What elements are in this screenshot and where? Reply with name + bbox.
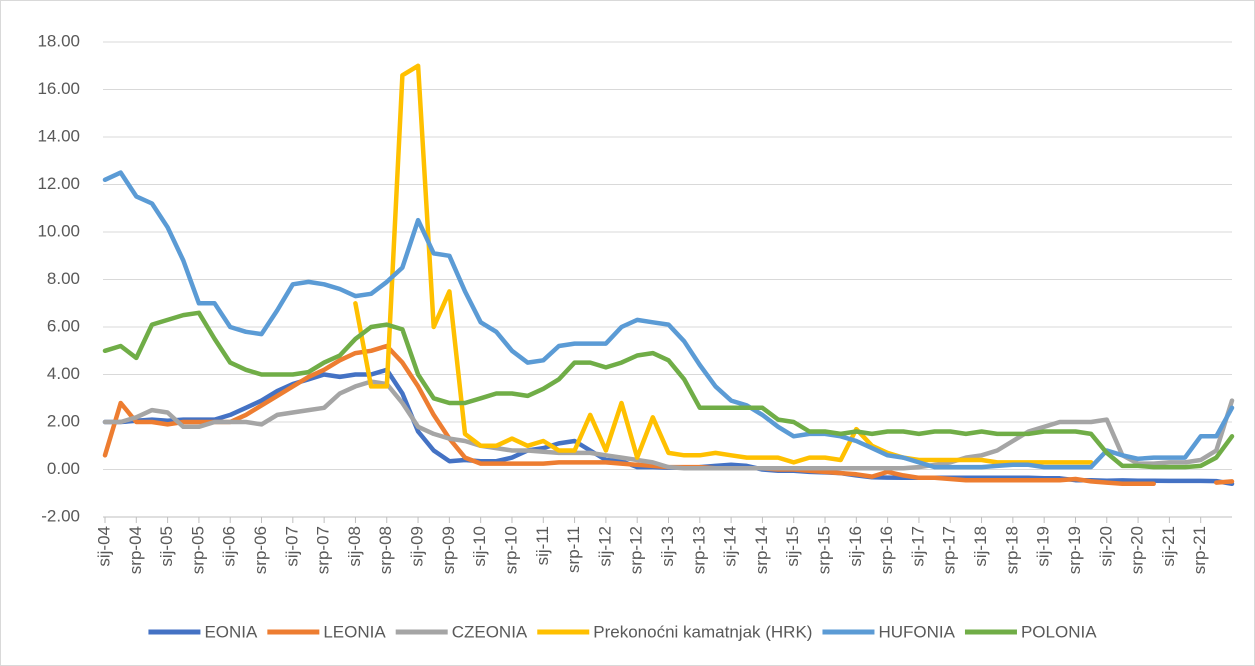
x-tick-label: srp-11 — [564, 526, 583, 573]
x-tick-label: srp-15 — [815, 526, 834, 574]
x-tick-label: srp-04 — [126, 526, 145, 574]
x-tick-label: srp-19 — [1065, 526, 1084, 574]
y-tick-label: 0.00 — [47, 459, 80, 478]
legend-label: EONIA — [204, 622, 258, 641]
x-tick-label: srp-13 — [689, 526, 708, 574]
x-tick-label: sij-13 — [658, 526, 677, 567]
x-tick-label: srp-16 — [877, 526, 896, 574]
x-tick-label: srp-08 — [376, 526, 395, 574]
x-tick-label: sij-16 — [846, 526, 865, 567]
x-tick-label: sij-14 — [721, 526, 740, 567]
x-tick-label: srp-17 — [940, 526, 959, 574]
series-line — [102, 310, 1235, 470]
x-tick-label: srp-10 — [501, 526, 520, 574]
x-tick-label: sij-19 — [1034, 526, 1053, 567]
legend-label: POLONIA — [1021, 622, 1097, 641]
x-tick-label: srp-20 — [1128, 526, 1147, 574]
x-tick-label: srp-06 — [251, 526, 270, 574]
x-tick-label: sij-18 — [971, 526, 990, 567]
x-tick-label: srp-05 — [188, 526, 207, 574]
y-tick-label: 18.00 — [37, 31, 80, 50]
x-tick-label: sij-10 — [470, 526, 489, 567]
legend-label: LEONIA — [323, 622, 386, 641]
x-tick-label: sij-12 — [595, 526, 614, 567]
x-tick-label: sij-06 — [220, 526, 239, 567]
y-tick-label: 6.00 — [47, 316, 80, 335]
x-tick-label: srp-09 — [439, 526, 458, 574]
y-tick-label: 12.00 — [37, 174, 80, 193]
x-tick-label: srp-18 — [1002, 526, 1021, 574]
x-tick-label: srp-07 — [314, 526, 333, 574]
y-tick-label: 8.00 — [47, 269, 80, 288]
x-tick-label: sij-15 — [783, 526, 802, 567]
x-tick-label: srp-21 — [1190, 526, 1209, 574]
legend-label: Prekonoćni kamatnjak (HRK) — [593, 622, 812, 641]
legend-label: HUFONIA — [878, 622, 955, 641]
x-tick-label: sij-20 — [1096, 526, 1115, 567]
x-tick-label: sij-08 — [345, 526, 364, 567]
series-line — [102, 170, 1235, 470]
y-tick-label: -2.00 — [41, 506, 80, 525]
x-tick-label: sij-17 — [908, 526, 927, 567]
x-tick-label: srp-12 — [627, 526, 646, 574]
x-tick-label: sij-21 — [1159, 526, 1178, 567]
y-tick-label: 14.00 — [37, 126, 80, 145]
y-tick-label: 10.00 — [37, 221, 80, 240]
legend-label: CZEONIA — [452, 622, 528, 641]
y-tick-label: 4.00 — [47, 364, 80, 383]
x-tick-label: sij-04 — [94, 526, 113, 567]
x-tick-label: srp-14 — [752, 526, 771, 574]
series-line — [353, 63, 1094, 465]
series-line — [102, 343, 1235, 487]
x-tick-label: sij-07 — [282, 526, 301, 567]
series-line — [102, 379, 1235, 471]
x-tick-label: sij-09 — [408, 526, 427, 567]
y-tick-label: 16.00 — [37, 79, 80, 98]
x-tick-label: sij-05 — [157, 526, 176, 567]
x-tick-label: sij-11 — [533, 526, 552, 565]
y-tick-label: 2.00 — [47, 411, 80, 430]
